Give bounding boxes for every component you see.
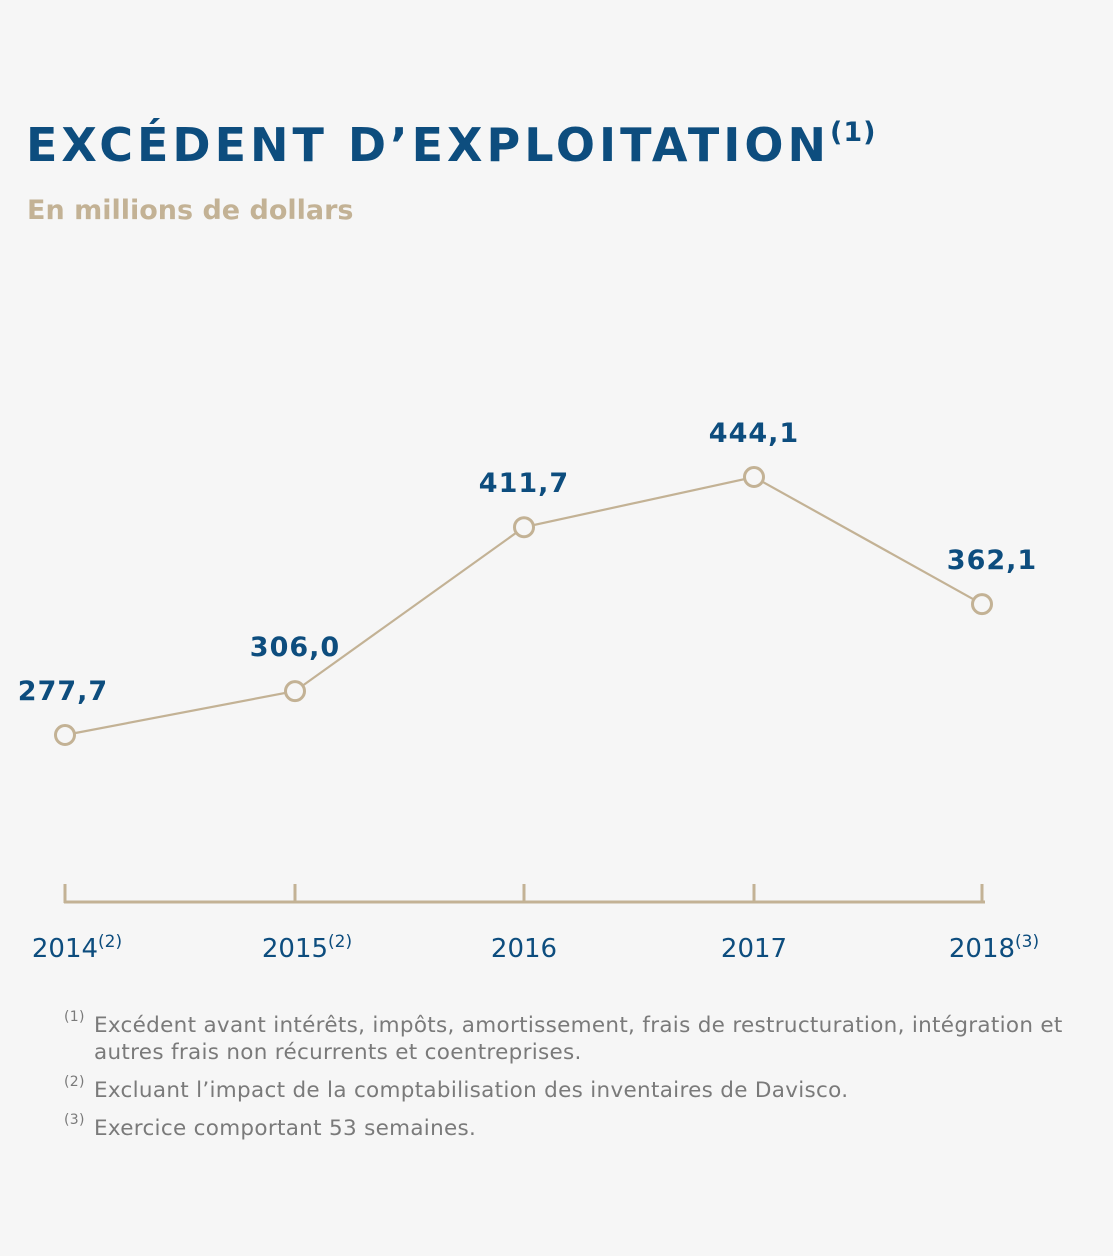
- data-label-2014: 277,7: [18, 676, 108, 707]
- chart-subtitle: En millions de dollars: [27, 195, 354, 226]
- chart-title: EXCÉDENT D’EXPLOITATION(1): [26, 116, 877, 172]
- x-tick-year-2018: 2018: [949, 934, 1015, 964]
- footnote-3-text: Exercice comportant 53 semaines.: [94, 1116, 477, 1141]
- data-label-2016: 411,7: [479, 468, 569, 499]
- x-tick-note-2014: (2): [98, 932, 122, 952]
- x-tick-year-2017: 2017: [721, 934, 787, 964]
- x-tick-label-2015: 2015(2): [262, 932, 352, 964]
- x-tick-note-2015: (2): [328, 932, 352, 952]
- data-point-2014: [54, 724, 76, 746]
- x-tick-year-2014: 2014: [32, 934, 98, 964]
- x-tick-year-2016: 2016: [491, 934, 557, 964]
- footnote-3: (3) Exercice comportant 53 semaines.: [64, 1112, 1064, 1142]
- footnotes: (1) Excédent avant intérêts, impôts, amo…: [64, 1009, 1064, 1153]
- data-point-2018: [971, 593, 993, 616]
- footnote-1: (1) Excédent avant intérêts, impôts, amo…: [64, 1009, 1064, 1066]
- data-point-2017: [743, 466, 765, 488]
- x-tick-label-2014: 2014(2): [32, 932, 122, 964]
- chart-title-note: (1): [830, 116, 877, 148]
- x-tick-label-2018: 2018(3): [949, 932, 1039, 964]
- data-point-2015: [284, 680, 306, 703]
- data-label-2017: 444,1: [709, 418, 799, 449]
- data-label-2015: 306,0: [250, 632, 340, 663]
- footnote-1-mark: (1): [64, 1009, 85, 1025]
- footnote-3-mark: (3): [64, 1112, 85, 1128]
- x-tick-year-2015: 2015: [262, 934, 328, 964]
- footnote-2-text: Excluant l’impact de la comptabilisation…: [94, 1078, 849, 1103]
- data-point-2016: [513, 516, 535, 539]
- x-tick-label-2017: 2017: [721, 934, 787, 964]
- series-line: [64, 475, 983, 737]
- footnote-2-mark: (2): [64, 1074, 85, 1090]
- data-label-2018: 362,1: [947, 545, 1037, 576]
- x-tick-note-2018: (3): [1015, 932, 1039, 952]
- x-tick-label-2016: 2016: [491, 934, 557, 964]
- footnote-1-text: Excédent avant intérêts, impôts, amortis…: [94, 1013, 1063, 1065]
- footnote-2: (2) Excluant l’impact de la comptabilisa…: [64, 1074, 1064, 1104]
- chart-title-text: EXCÉDENT D’EXPLOITATION: [26, 118, 831, 172]
